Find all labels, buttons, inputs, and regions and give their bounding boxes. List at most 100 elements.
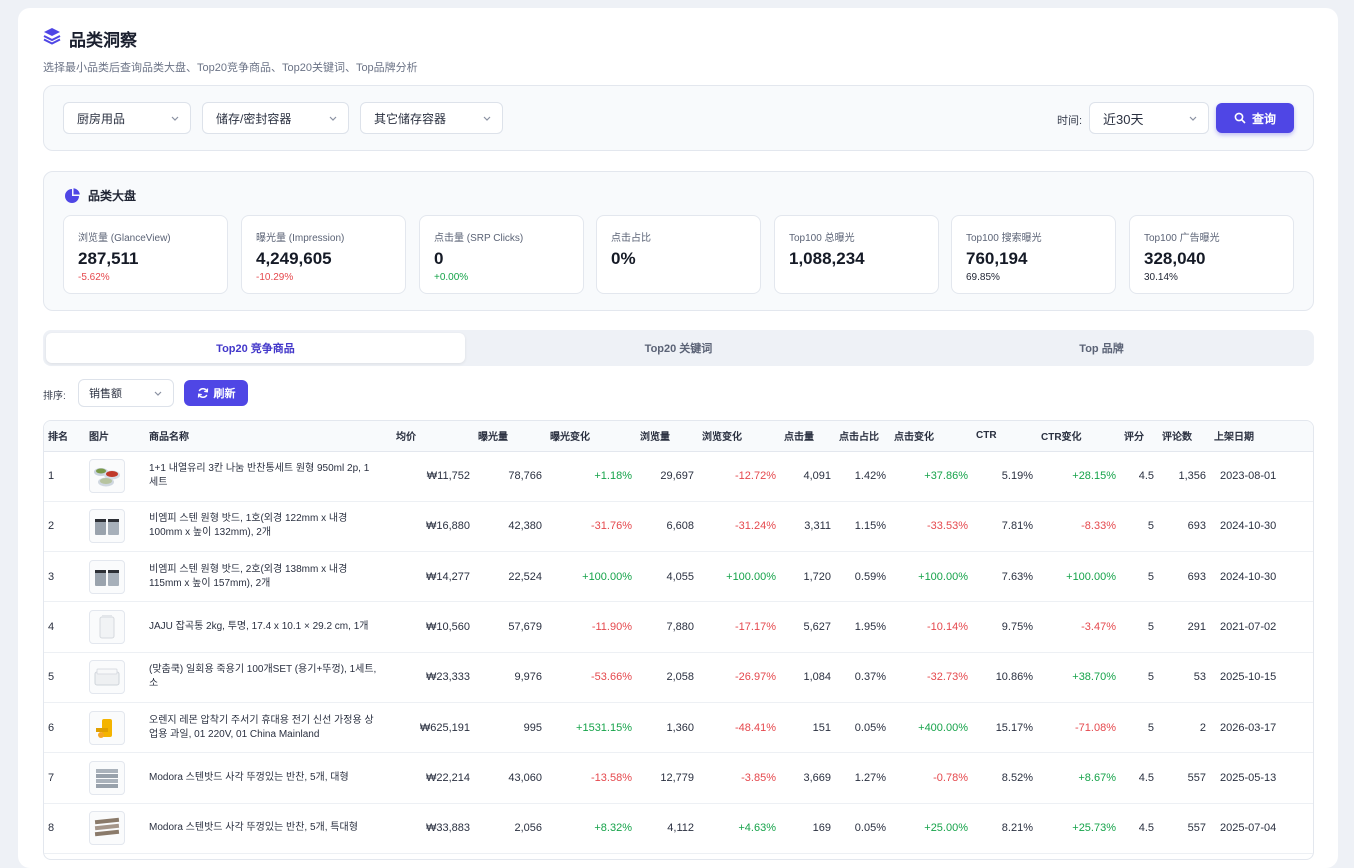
- product-name-cell: (맞춤쿡) 일회용 죽용기 100개SET (용기+뚜껑), 1세트, 소: [145, 652, 392, 703]
- rating-cell: 5: [1120, 652, 1158, 703]
- chevron-down-icon: [1189, 116, 1197, 121]
- category-level1-value: 厨房用品: [77, 111, 126, 126]
- metric-card: Top100 广告曝光 328,040 30.14%: [1129, 215, 1294, 294]
- table-row[interactable]: 4 JAJU 잡곡통 2kg, 투명, 17.4 x 10.1 × 29.2 cm…: [44, 601, 1313, 653]
- ctr-change-cell: +25.73%: [1037, 803, 1120, 854]
- chevron-down-icon: [171, 116, 179, 121]
- rating-cell: 5: [1120, 501, 1158, 553]
- glanceview-change-cell: -12.72%: [698, 451, 780, 502]
- product-thumbnail[interactable]: [89, 710, 125, 745]
- ctr-cell: 7.81%: [972, 501, 1037, 553]
- metric-card: 浏览量 (GlanceView) 287,511 -5.62%: [63, 215, 228, 294]
- glanceview-cell: 29,697: [636, 451, 698, 502]
- column-header: 图片: [85, 421, 145, 452]
- refresh-button[interactable]: 刷新: [184, 380, 248, 406]
- page-subtitle: 选择最小品类后查询品类大盘、Top20竞争商品、Top20关键词、Top品牌分析: [43, 62, 418, 74]
- pie-chart-icon: [65, 187, 80, 203]
- click-change-cell: +400.00%: [890, 702, 972, 754]
- column-header: 上架日期: [1210, 421, 1313, 452]
- table-row[interactable]: 2 비엠피 스텐 원형 밧드, 1호(외경 122mm x 내경 100mm x …: [44, 501, 1313, 553]
- click-change-cell: -0.78%: [890, 752, 972, 804]
- click-share-cell: 0.05%: [835, 803, 890, 854]
- table-row[interactable]: 1 1+1 내열유리 3칸 나눔 반찬통세트 원형 950ml 2p, 1세트 ₩1…: [44, 451, 1313, 502]
- layers-icon: [43, 27, 61, 50]
- glanceview-cell: 7,880: [636, 601, 698, 653]
- price-cell: ₩625,191: [392, 702, 474, 754]
- listing-date-cell: 2026-03-17: [1210, 702, 1313, 754]
- product-thumbnail[interactable]: [89, 459, 125, 494]
- glanceview-change-cell: -31.24%: [698, 501, 780, 553]
- rank-cell: 8: [44, 803, 85, 854]
- column-header: CTR变化: [1037, 421, 1120, 452]
- image-cell: [85, 752, 145, 804]
- product-thumbnail[interactable]: [89, 811, 125, 846]
- category-level3-select[interactable]: 其它储存容器: [360, 102, 503, 134]
- metric-label: Top100 总曝光: [789, 233, 855, 244]
- impression-cell: 995: [474, 702, 546, 754]
- ctr-cell: 5.19%: [972, 451, 1037, 502]
- sort-select[interactable]: 销售额: [78, 379, 174, 407]
- rank-cell: 2: [44, 501, 85, 553]
- page-title: 品类洞察: [69, 31, 137, 50]
- time-label: 时间:: [1057, 115, 1083, 127]
- click-change-cell: +25.00%: [890, 803, 972, 854]
- impression-change-cell: +1531.15%: [546, 702, 636, 754]
- rank-cell: 1: [44, 451, 85, 502]
- metric-card: 点击占比 0%: [596, 215, 761, 294]
- impression-change-cell: -13.58%: [546, 752, 636, 804]
- product-thumbnail[interactable]: [89, 760, 125, 795]
- product-thumbnail[interactable]: [89, 509, 125, 544]
- ctr-change-cell: +38.70%: [1037, 652, 1120, 703]
- column-header: 点击变化: [890, 421, 972, 452]
- rating-cell: 4.5: [1120, 803, 1158, 854]
- product-name-cell: Modora 스텐밧드 사각 뚜껑있는 반찬, 5개, 대형: [145, 752, 392, 804]
- metric-change: 30.14%: [1144, 272, 1178, 283]
- product-name-cell: Modora 스텐밧드 사각 뚜껑있는 반찬, 5개, 특대형: [145, 803, 392, 854]
- query-button[interactable]: 查询: [1216, 103, 1294, 133]
- category-level2-select[interactable]: 储存/密封容器: [202, 102, 349, 134]
- table-row[interactable]: 3 비엠피 스텐 원형 밧드, 2호(외경 138mm x 내경 115mm x …: [44, 551, 1313, 603]
- impression-cell: 78,766: [474, 451, 546, 502]
- listing-date-cell: 2024-10-30: [1210, 501, 1313, 553]
- time-range-select[interactable]: 近30天: [1089, 102, 1209, 134]
- click-share-cell: 1.27%: [835, 752, 890, 804]
- clicks-cell: 5,627: [780, 601, 835, 653]
- metric-label: 曝光量 (Impression): [256, 233, 345, 244]
- price-cell: ₩23,333: [392, 652, 474, 703]
- page-header: 品类洞察 选择最小品类后查询品类大盘、Top20竞争商品、Top20关键词、To…: [43, 26, 418, 75]
- product-thumbnail[interactable]: [89, 660, 125, 695]
- table-row[interactable]: 7 Modora 스텐밧드 사각 뚜껑있는 반찬, 5개, 대형 ₩22,214 43…: [44, 752, 1313, 804]
- column-header: 评论数: [1158, 421, 1210, 452]
- table-row[interactable]: 5 (맞춤쿡) 일회용 죽용기 100개SET (용기+뚜껑), 1세트, 소 ₩2…: [44, 652, 1313, 703]
- sort-label: 排序:: [43, 391, 66, 402]
- image-cell: [85, 601, 145, 653]
- price-cell: ₩14,277: [392, 551, 474, 603]
- metric-card: 点击量 (SRP Clicks) 0 +0.00%: [419, 215, 584, 294]
- impression-change-cell: +8.32%: [546, 803, 636, 854]
- product-name-cell: 1+1 내열유리 3칸 나눔 반찬통세트 원형 950ml 2p, 1세트: [145, 451, 392, 502]
- tab-top20-keywords[interactable]: Top20 关键词: [644, 343, 713, 355]
- reviews-cell: 693: [1158, 551, 1210, 603]
- product-name-cell: JAJU 잡곡통 2kg, 투명, 17.4 x 10.1 × 29.2 cm,…: [145, 601, 392, 653]
- tab-top20-products[interactable]: Top20 竞争商品: [46, 333, 465, 363]
- refresh-button-label: 刷新: [213, 388, 236, 400]
- table-row[interactable]: 8 Modora 스텐밧드 사각 뚜껑있는 반찬, 5개, 특대형 ₩33,883 2…: [44, 803, 1313, 854]
- category-level1-select[interactable]: 厨房用品: [63, 102, 191, 134]
- product-thumbnail[interactable]: [89, 559, 125, 594]
- impression-change-cell: -53.66%: [546, 652, 636, 703]
- column-header: 均价: [392, 421, 474, 452]
- click-share-cell: 0.59%: [835, 551, 890, 603]
- click-change-cell: -33.53%: [890, 501, 972, 553]
- metric-card: Top100 搜索曝光 760,194 69.85%: [951, 215, 1116, 294]
- reviews-cell: 53: [1158, 652, 1210, 703]
- ctr-cell: 8.21%: [972, 803, 1037, 854]
- refresh-icon: [197, 388, 208, 398]
- listing-date-cell: 2023-08-01: [1210, 451, 1313, 502]
- table-row[interactable]: 6 오렌지 레몬 압착기 주서기 휴대용 전기 신선 가정용 상업용 과일, 01…: [44, 702, 1313, 754]
- impression-cell: 2,056: [474, 803, 546, 854]
- image-cell: [85, 803, 145, 854]
- tab-top-brands[interactable]: Top 品牌: [1079, 343, 1124, 355]
- click-share-cell: 1.15%: [835, 501, 890, 553]
- product-thumbnail[interactable]: [89, 610, 125, 645]
- ctr-change-cell: -71.08%: [1037, 702, 1120, 754]
